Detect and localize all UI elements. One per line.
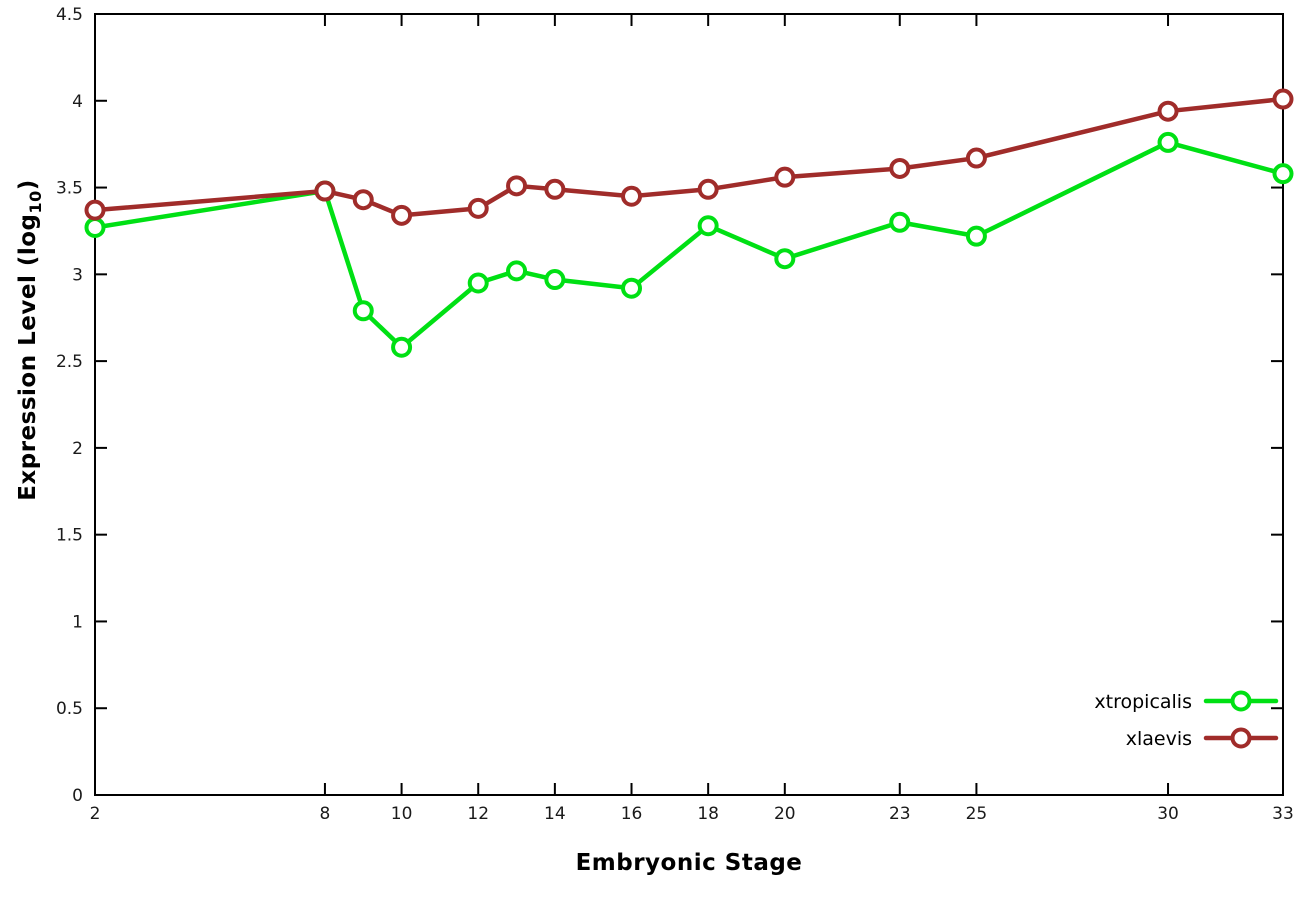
data-point-xlaevis xyxy=(621,185,643,207)
data-point-xtropicalis xyxy=(774,248,796,270)
legend-label-xlaevis: xlaevis xyxy=(1126,728,1192,750)
y-axis-label-subscript: 10 xyxy=(25,190,45,214)
y-tick-label: 1.5 xyxy=(56,526,83,546)
x-tick-label: 33 xyxy=(1272,804,1294,824)
data-point-xtropicalis xyxy=(544,269,566,291)
data-point-xtropicalis xyxy=(697,215,719,237)
data-point-xlaevis xyxy=(697,178,719,200)
legend-label-xtropicalis: xtropicalis xyxy=(1094,691,1192,713)
y-tick-label: 1 xyxy=(72,612,83,632)
x-tick-label: 18 xyxy=(697,804,719,824)
data-point-xtropicalis xyxy=(1272,163,1294,185)
data-point-xlaevis xyxy=(889,157,911,179)
x-tick-label: 8 xyxy=(320,804,331,824)
data-point-xtropicalis xyxy=(965,225,987,247)
x-tick-label: 16 xyxy=(621,804,643,824)
y-axis-label: Expression Level (log10) xyxy=(15,179,45,501)
y-tick-label: 3 xyxy=(72,265,83,285)
data-point-xtropicalis xyxy=(889,211,911,233)
data-point-xtropicalis xyxy=(352,300,374,322)
y-tick-label: 0.5 xyxy=(56,699,83,719)
data-point-xtropicalis xyxy=(1157,131,1179,153)
data-point-xlaevis xyxy=(1272,88,1294,110)
series-xlaevis xyxy=(84,88,1294,226)
data-point-xlaevis xyxy=(1157,100,1179,122)
x-tick-label: 2 xyxy=(90,804,101,824)
data-point-xtropicalis xyxy=(621,277,643,299)
data-point-xlaevis xyxy=(965,147,987,169)
data-point-xlaevis xyxy=(467,197,489,219)
y-tick-label: 0 xyxy=(72,786,83,806)
x-tick-label: 23 xyxy=(889,804,911,824)
data-point-xlaevis xyxy=(774,166,796,188)
data-point-xtropicalis xyxy=(467,272,489,294)
data-point-xlaevis xyxy=(314,180,336,202)
x-tick-label: 30 xyxy=(1157,804,1179,824)
series-xtropicalis xyxy=(84,131,1294,358)
y-tick-label: 3.5 xyxy=(56,179,83,199)
x-tick-label: 12 xyxy=(467,804,489,824)
x-axis-label: Embryonic Stage xyxy=(575,850,803,876)
axis-ticks: 2 8 10 12 14 16 18 20 23 25 30 33 0 0.5 1 1.5 2 2.5 3 3.5 4 4… xyxy=(56,5,1294,824)
legend: xtropicalis xlaevis xyxy=(1094,690,1279,750)
legend-marker-xlaevis xyxy=(1230,727,1252,749)
data-point-xtropicalis xyxy=(506,260,528,282)
data-point-xlaevis xyxy=(352,189,374,211)
y-axis-label-text: Expression Level (log xyxy=(15,213,42,501)
y-tick-label: 2.5 xyxy=(56,352,83,372)
y-tick-label: 4.5 xyxy=(56,5,83,25)
data-point-xlaevis xyxy=(506,175,528,197)
data-point-xtropicalis xyxy=(391,336,413,358)
data-point-xlaevis xyxy=(391,204,413,226)
data-point-xlaevis xyxy=(84,199,106,221)
x-tick-label: 25 xyxy=(966,804,988,824)
legend-marker-xtropicalis xyxy=(1230,690,1252,712)
data-point-xtropicalis xyxy=(84,216,106,238)
x-tick-label: 14 xyxy=(544,804,566,824)
y-tick-label: 4 xyxy=(72,92,83,112)
y-tick-label: 2 xyxy=(72,439,83,459)
plot-border xyxy=(94,13,1284,796)
y-axis-label-suffix: ) xyxy=(15,179,42,191)
x-tick-label: 20 xyxy=(774,804,796,824)
series-line-xtropicalis xyxy=(92,140,1286,350)
data-point-xlaevis xyxy=(544,178,566,200)
x-tick-label: 10 xyxy=(391,804,413,824)
